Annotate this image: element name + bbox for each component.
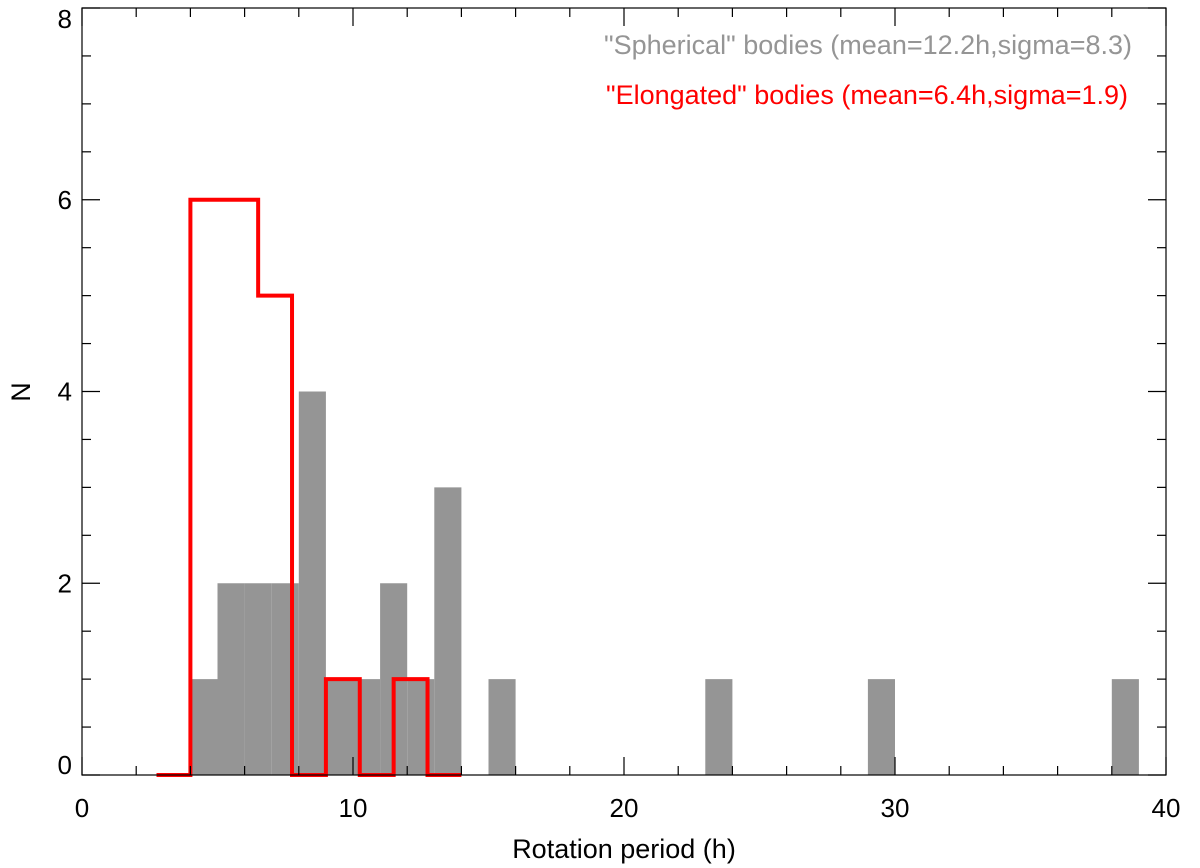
x-tick-label: 10 — [339, 793, 368, 823]
x-axis-label: Rotation period (h) — [512, 834, 736, 864]
spherical-bar-1 — [217, 583, 245, 775]
spherical-bar-3 — [271, 583, 299, 775]
spherical-bar-0 — [190, 679, 218, 775]
y-tick-label: 0 — [58, 750, 72, 780]
x-tick-label: 30 — [881, 793, 910, 823]
spherical-bar-2 — [244, 583, 272, 775]
x-tick-label: 20 — [610, 793, 639, 823]
legend-elongated: "Elongated" bodies (mean=6.4h,sigma=1.9) — [606, 80, 1128, 110]
spherical-bar-9 — [434, 487, 462, 775]
x-tick-label: 0 — [75, 793, 89, 823]
y-axis-label: N — [6, 382, 36, 402]
y-tick-label: 6 — [58, 185, 72, 215]
spherical-bar-6 — [353, 679, 381, 775]
spherical-bar-10 — [488, 679, 516, 775]
spherical-bar-4 — [298, 391, 326, 775]
y-tick-label: 8 — [58, 4, 72, 34]
spherical-bar-12 — [867, 679, 895, 775]
legend-spherical: "Spherical" bodies (mean=12.2h,sigma=8.3… — [604, 30, 1132, 60]
spherical-bar-5 — [325, 679, 353, 775]
axis-ticks: 0 10 20 30 40 0 2 4 6 8 — [58, 4, 1181, 823]
spherical-bar-8 — [407, 679, 435, 775]
spherical-bar-13 — [1111, 679, 1139, 775]
spherical-bars — [190, 391, 1139, 775]
y-tick-label: 2 — [58, 568, 72, 598]
y-tick-label: 4 — [58, 377, 72, 407]
x-tick-label: 40 — [1152, 793, 1181, 823]
spherical-bar-11 — [705, 679, 733, 775]
